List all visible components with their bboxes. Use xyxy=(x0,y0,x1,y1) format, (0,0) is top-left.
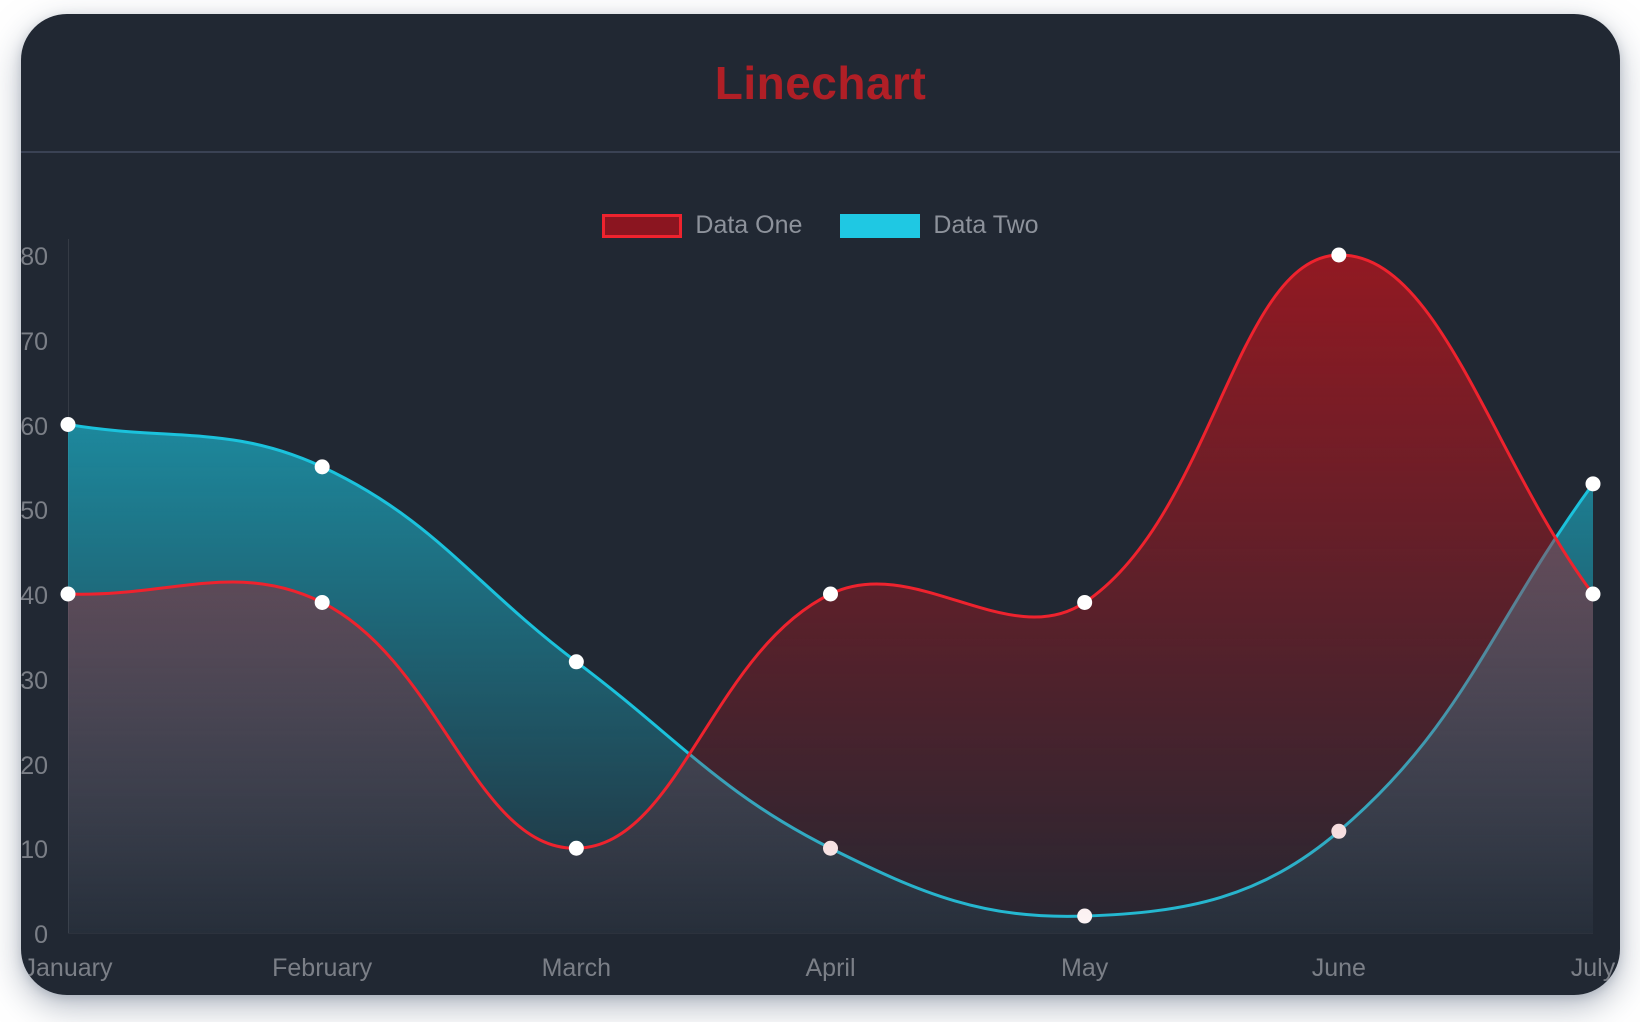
x-axis-tick-label: July xyxy=(1570,954,1616,982)
legend-label-data-two: Data Two xyxy=(933,211,1039,239)
y-axis-tick-label: 0 xyxy=(34,921,48,949)
x-axis-tick-label: June xyxy=(1311,954,1366,982)
legend-swatch-data-one xyxy=(602,213,683,238)
line-chart-canvas[interactable] xyxy=(21,14,1620,995)
x-axis-tick-label: February xyxy=(272,954,373,982)
x-axis-tick-label: May xyxy=(1061,954,1109,982)
x-axis-tick-label: April xyxy=(805,954,856,982)
y-axis-tick-label: 20 xyxy=(21,751,48,780)
y-axis-tick-label: 10 xyxy=(21,836,48,865)
chart-legend: Data One Data Two xyxy=(21,211,1620,240)
x-axis-tick-label: March xyxy=(541,954,612,982)
y-axis-tick-label: 40 xyxy=(21,582,48,610)
legend-swatch-data-two xyxy=(840,213,921,238)
y-axis-tick-label: 50 xyxy=(21,497,48,526)
y-axis-tick-label: 70 xyxy=(21,327,48,356)
legend-item-data-one[interactable]: Data One xyxy=(602,211,802,240)
x-axis-labels: January February March April May June July xyxy=(21,14,1620,995)
y-axis-tick-label: 60 xyxy=(21,412,48,441)
chart-card: Linechart Data One Data Two 010203040506… xyxy=(21,14,1620,995)
y-axis-labels: 0 10 20 30 40 50 60 70 80 xyxy=(21,14,48,995)
y-axis-tick-label: 30 xyxy=(21,666,48,695)
legend-item-data-two[interactable]: Data Two xyxy=(840,211,1039,240)
y-axis-tick-label: 80 xyxy=(21,243,48,271)
x-axis-tick-label: January xyxy=(23,954,113,982)
legend-label-data-one: Data One xyxy=(695,211,803,239)
